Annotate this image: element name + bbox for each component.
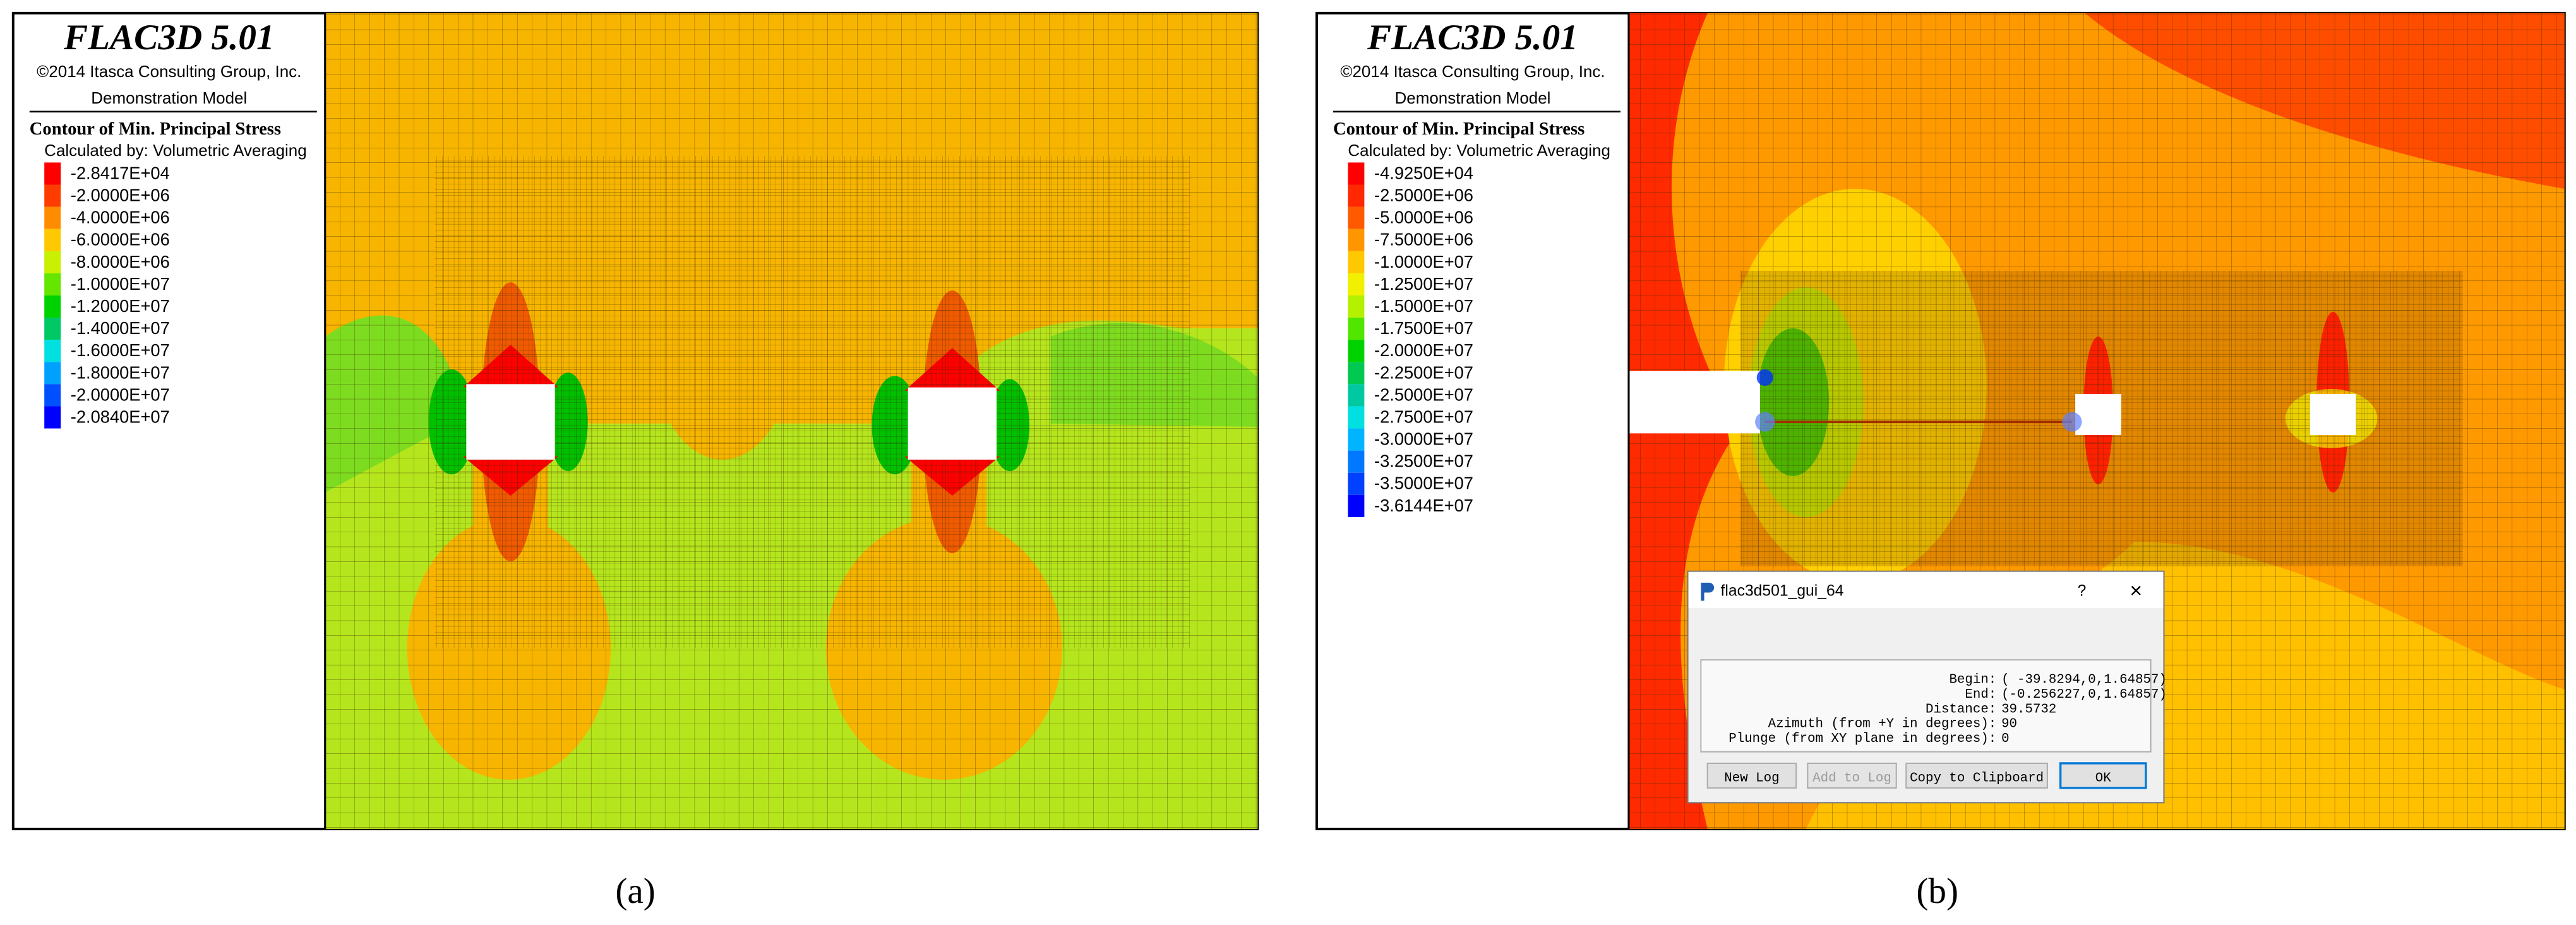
legend-label: -1.2000E+07 (71, 296, 170, 316)
button (1807, 762, 1897, 789)
measure-label: End: (1965, 688, 1996, 702)
legend-swatch (1348, 340, 1365, 362)
legend-label: -3.5000E+07 (1374, 474, 1473, 493)
measure-value: 39.5732 (2001, 702, 2056, 717)
app-icon (1701, 582, 1715, 601)
legend-label: -2.0000E+07 (1374, 340, 1473, 360)
legend-swatch (1348, 295, 1365, 318)
legend-swatch (44, 206, 61, 229)
legend-swatch (1348, 206, 1365, 229)
caption: (a) (615, 871, 655, 911)
legend-label: -1.5000E+07 (1374, 296, 1473, 316)
legend-label: -3.6144E+07 (1374, 496, 1473, 515)
legend-swatch (1348, 162, 1365, 185)
legend-swatch (1348, 318, 1365, 340)
legend-swatch (44, 295, 61, 318)
legend-label: -2.5000E+06 (1374, 185, 1473, 205)
button[interactable] (1905, 762, 2048, 789)
measure-value: (-0.256227,0,1.64857) (2001, 688, 2167, 702)
button-label[interactable]: OK (2095, 772, 2111, 786)
measure-label: Begin: (1949, 673, 1996, 688)
legend-swatch (1348, 384, 1365, 407)
measure-label: Distance: (1926, 702, 1996, 717)
legend-subtitle: Calculated by: Volumetric Averaging (44, 141, 307, 160)
model-name: Demonstration Model (1394, 88, 1550, 107)
legend-label: -3.0000E+07 (1374, 429, 1473, 449)
legend-label: -2.7500E+07 (1374, 407, 1473, 426)
legend-swatch (1348, 273, 1365, 295)
legend-label: -2.0000E+07 (71, 385, 170, 404)
legend-label: -2.8417E+04 (71, 163, 170, 182)
legend-label: -1.0000E+07 (1374, 252, 1473, 272)
measure-value: 90 (2001, 717, 2017, 732)
legend-label: -1.6000E+07 (71, 340, 170, 360)
app-title: FLAC3D 5.01 (1367, 18, 1578, 57)
legend-swatch (44, 229, 61, 251)
legend-label: -2.2500E+07 (1374, 362, 1473, 382)
legend-label: -1.0000E+07 (71, 274, 170, 294)
legend-swatch (44, 318, 61, 340)
legend-swatch (1348, 362, 1365, 385)
legend-label: -7.5000E+06 (1374, 230, 1473, 249)
button-label: Add to Log (1812, 772, 1891, 786)
app-title: FLAC3D 5.01 (63, 18, 275, 57)
legend-swatch (44, 406, 61, 429)
legend-label: -4.9250E+04 (1374, 163, 1473, 182)
legend-label: -4.0000E+06 (71, 208, 170, 227)
legend-swatch (1348, 229, 1365, 251)
help-button[interactable]: ? (2078, 583, 2087, 600)
legend-swatch (1348, 472, 1365, 495)
legend-swatch (44, 362, 61, 385)
legend-label: -2.0000E+06 (71, 185, 170, 205)
legend-swatch (1348, 184, 1365, 207)
contour-plot (325, 13, 1258, 829)
measure-value: 0 (2001, 732, 2009, 746)
button[interactable] (2059, 762, 2147, 789)
legend-swatch (1348, 406, 1365, 429)
legend-label: -8.0000E+06 (71, 252, 170, 272)
legend-subtitle: Calculated by: Volumetric Averaging (1348, 141, 1610, 160)
legend-label: -1.8000E+07 (71, 362, 170, 382)
copyright: ©2014 Itasca Consulting Group, Inc. (37, 62, 301, 81)
model-name: Demonstration Model (91, 88, 247, 107)
legend-label: -1.2500E+07 (1374, 274, 1473, 294)
legend-title: Contour of Min. Principal Stress (1333, 119, 1585, 139)
legend-label: -2.5000E+07 (1374, 385, 1473, 404)
close-button[interactable]: × (2130, 578, 2142, 602)
legend-label: -1.4000E+07 (71, 318, 170, 338)
legend-swatch (1348, 251, 1365, 273)
legend-swatch (1348, 494, 1365, 517)
legend-label: -2.0840E+07 (71, 407, 170, 426)
legend-swatch (44, 273, 61, 295)
button-label[interactable]: New Log (1724, 772, 1779, 786)
button[interactable] (1706, 762, 1797, 789)
legend-label: -5.0000E+06 (1374, 208, 1473, 227)
button-label[interactable]: Copy to Clipboard (1910, 772, 2044, 786)
legend-label: -6.0000E+06 (71, 230, 170, 249)
measure-label: Plunge (from XY plane in degrees): (1728, 732, 1996, 746)
measure-label: Azimuth (from +Y in degrees): (1768, 717, 1997, 732)
legend-swatch (44, 184, 61, 207)
legend-swatch (1348, 450, 1365, 473)
measure-value: ( -39.8294,0,1.64857) (2001, 673, 2167, 688)
legend-label: -1.7500E+07 (1374, 318, 1473, 338)
legend-swatch (44, 162, 61, 185)
dialog-title: flac3d501_gui_64 (1721, 583, 1844, 600)
copyright: ©2014 Itasca Consulting Group, Inc. (1340, 62, 1605, 81)
legend-swatch (1348, 428, 1365, 451)
legend-label: -3.2500E+07 (1374, 451, 1473, 471)
legend-swatch (44, 384, 61, 407)
legend-swatch (44, 251, 61, 273)
legend-title: Contour of Min. Principal Stress (30, 119, 281, 139)
caption: (b) (1916, 871, 1958, 911)
legend-swatch (44, 340, 61, 362)
